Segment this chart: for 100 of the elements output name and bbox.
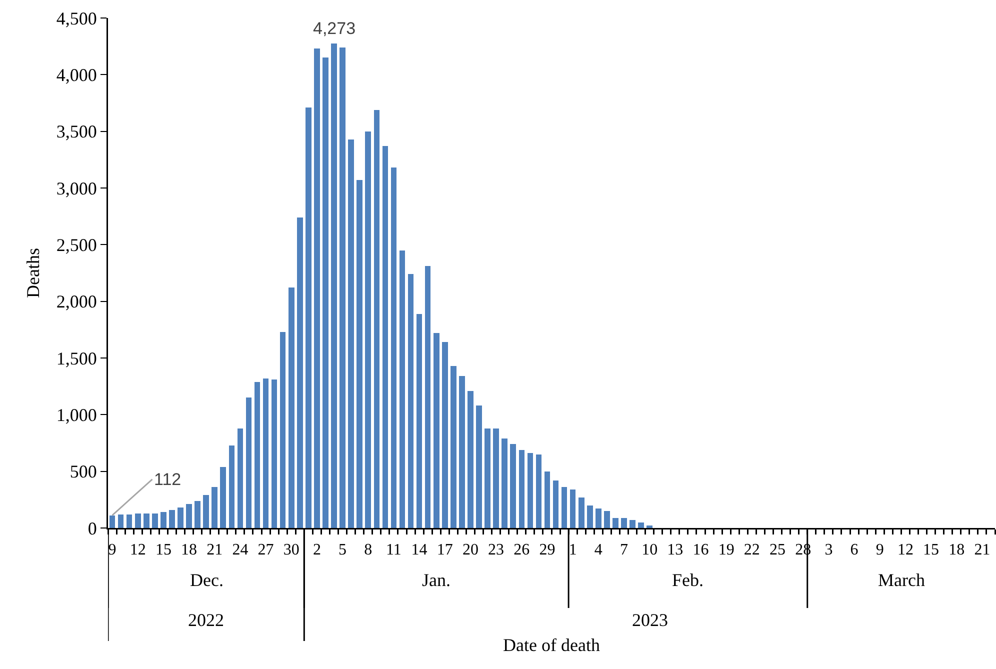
x-tick-label: 3 [824, 542, 833, 559]
bar [152, 513, 158, 528]
bar [399, 250, 406, 528]
bar [638, 522, 644, 528]
x-tick-label: 26 [514, 542, 530, 559]
y-tick-label: 3,000 [56, 178, 97, 198]
bar [390, 168, 397, 528]
bar [612, 518, 618, 528]
bar [194, 500, 200, 528]
x-tick-label: 5 [338, 542, 347, 559]
bar [262, 378, 269, 528]
bar [544, 471, 550, 528]
y-tick-label: 2,500 [56, 234, 97, 255]
x-tick-label: 2 [312, 542, 321, 559]
bar [271, 380, 278, 528]
y-tick-label: 2,000 [56, 292, 97, 312]
bar [365, 131, 372, 528]
x-tick-label: 17 [436, 542, 453, 559]
text: Feb. [672, 570, 704, 590]
bar [280, 332, 286, 528]
bar [630, 520, 636, 528]
y-tick-label: 4,500 [56, 8, 97, 28]
bar [374, 110, 380, 528]
bar [322, 58, 328, 528]
text: 2023 [632, 610, 668, 630]
text: 2022 [188, 610, 224, 630]
bar [527, 453, 534, 528]
x-tick-label: 18 [948, 542, 965, 559]
bar [237, 428, 244, 528]
bar [134, 513, 141, 528]
bar [382, 146, 388, 528]
y-tick-label: 1,000 [56, 404, 97, 425]
bar [220, 466, 226, 528]
x-tick-label: 19 [718, 542, 734, 559]
x-tick-label: 23 [488, 542, 504, 559]
bar [186, 504, 192, 528]
bar [178, 508, 184, 528]
x-tick-label: 13 [667, 542, 684, 559]
x-tick-label: 20 [462, 542, 478, 559]
bar [254, 382, 260, 528]
bar [502, 438, 508, 528]
x-tick-label: 30 [283, 542, 300, 559]
bar [476, 406, 482, 528]
x-tick-label: 4 [594, 542, 602, 559]
bar [288, 288, 294, 528]
y-tick-label: 500 [70, 462, 97, 482]
bar [143, 513, 150, 528]
bar [408, 274, 414, 528]
bar [126, 514, 132, 528]
y-tick-label: 3,500 [56, 122, 97, 142]
x-tick-label: 15 [923, 542, 940, 559]
bar [604, 511, 610, 528]
text: March [878, 570, 925, 590]
bar [510, 444, 516, 528]
x-tick-label: 24 [232, 542, 248, 559]
x-tick-label: 27 [258, 542, 274, 559]
bar [169, 510, 175, 528]
x-tick-label: 29 [539, 542, 556, 559]
x-tick-label: 18 [181, 542, 198, 559]
x-tick-label: 9 [876, 542, 884, 559]
x-tick-label: 7 [620, 542, 628, 559]
x-tick-label: 15 [155, 542, 172, 559]
bar [586, 505, 593, 528]
bar [552, 480, 559, 528]
x-tick-label: 11 [386, 542, 402, 559]
y-tick-label: 4,000 [56, 64, 97, 85]
x-tick-label: 14 [411, 542, 428, 559]
y-axis-title: Deaths [22, 248, 43, 298]
bar [228, 445, 235, 528]
x-tick-label: 12 [897, 542, 914, 559]
text: Jan. [422, 570, 450, 590]
bar [596, 508, 602, 528]
bar [340, 47, 346, 528]
x-tick-label: 12 [130, 542, 146, 559]
bar [203, 495, 209, 528]
bar [212, 487, 218, 528]
bar [561, 487, 568, 528]
bar [424, 266, 431, 528]
bar [578, 497, 584, 528]
x-tick-label: 21 [206, 542, 223, 559]
y-tick-label: 1,500 [56, 348, 97, 368]
bar [450, 366, 456, 528]
bar [621, 518, 627, 528]
x-tick-label: 6 [850, 542, 858, 559]
bar [493, 428, 499, 528]
bar [306, 108, 312, 528]
x-tick-label: 25 [770, 542, 786, 559]
bar [348, 139, 354, 528]
bar [331, 44, 337, 528]
bar [468, 390, 474, 528]
bar [518, 450, 525, 528]
data-label: 4,273 [313, 19, 356, 38]
bar [570, 489, 576, 528]
x-tick-label: 8 [364, 542, 372, 559]
bar [246, 398, 252, 528]
bar [433, 333, 440, 528]
bar [356, 180, 362, 528]
bar [459, 376, 465, 528]
bar [109, 515, 116, 528]
bar [297, 217, 303, 528]
